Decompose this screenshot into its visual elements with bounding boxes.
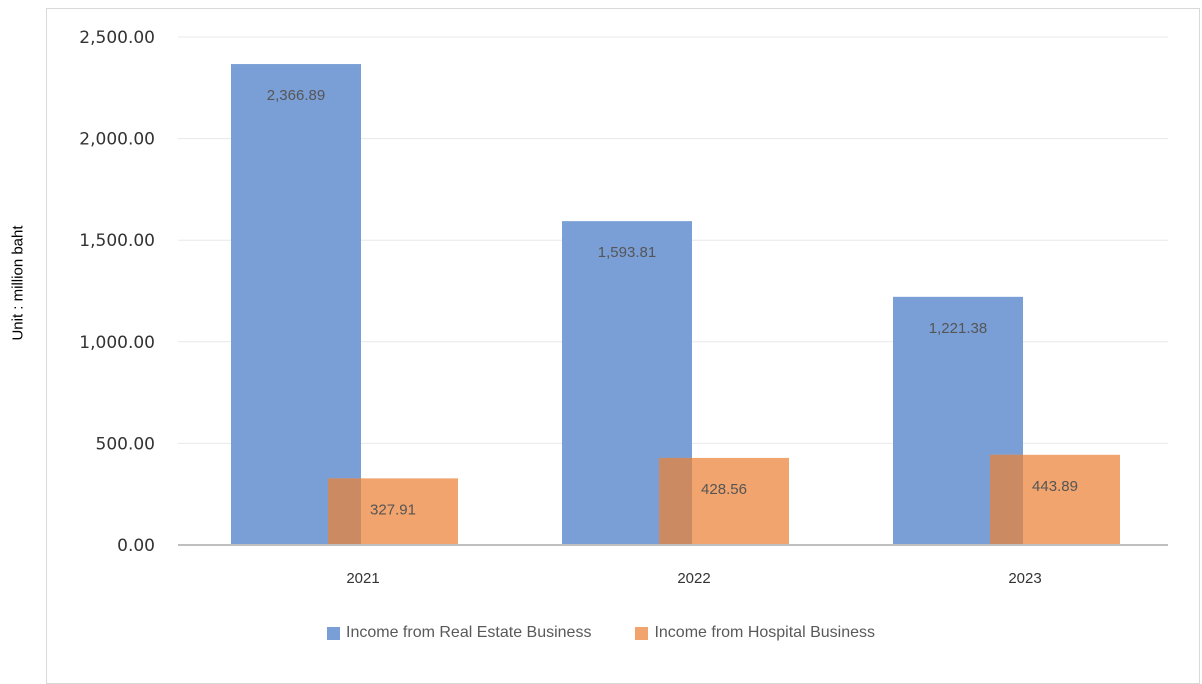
data-label-hospital-2023: 443.89 <box>1032 478 1078 495</box>
legend-swatch-real-estate <box>327 627 340 640</box>
y-tick-label-2000: 2,000.00 <box>79 130 155 150</box>
bar-overlap-2021 <box>328 478 361 545</box>
legend-swatch-hospital <box>635 627 648 640</box>
bar-overlap-2023 <box>990 455 1023 545</box>
data-label-hospital-2021: 327.91 <box>370 501 416 518</box>
legend-item-hospital: Income from Hospital Business <box>635 624 875 642</box>
data-label-hospital-2022: 428.56 <box>701 481 747 498</box>
x-tick-label-2021: 2021 <box>346 570 379 587</box>
y-tick-label-1500: 1,500.00 <box>79 231 155 251</box>
legend-item-real-estate: Income from Real Estate Business <box>327 624 591 642</box>
bar-overlap-2022 <box>659 458 692 545</box>
x-tick-label-2023: 2023 <box>1008 570 1041 587</box>
legend: Income from Real Estate Business Income … <box>0 624 1202 642</box>
legend-label-hospital: Income from Hospital Business <box>654 624 875 642</box>
legend-label-real-estate: Income from Real Estate Business <box>346 624 591 642</box>
data-label-real-estate-2023: 1,221.38 <box>929 320 987 337</box>
bar-real-estate-2021 <box>231 64 361 545</box>
y-tick-label-2500: 2,500.00 <box>79 28 155 48</box>
y-tick-label-500: 500.00 <box>96 434 155 454</box>
data-label-real-estate-2022: 1,593.81 <box>598 244 656 261</box>
data-label-real-estate-2021: 2,366.89 <box>267 87 325 104</box>
x-tick-label-2022: 2022 <box>677 570 710 587</box>
y-tick-label-1000: 1,000.00 <box>79 333 155 353</box>
y-tick-label-0: 0.00 <box>117 536 155 556</box>
